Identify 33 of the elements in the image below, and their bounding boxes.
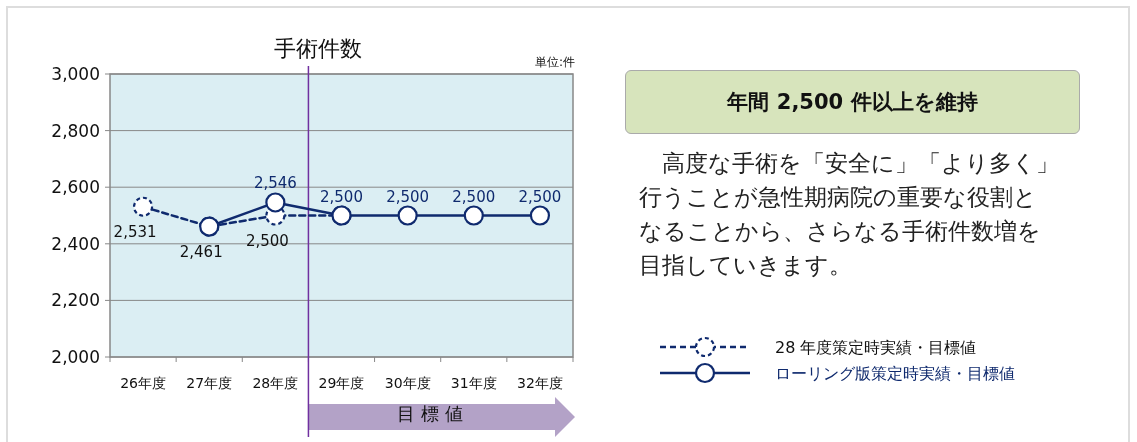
text: 単位:件: [534, 55, 575, 69]
x-tick-label: 32年度: [517, 375, 563, 391]
data-label: 2,461: [179, 242, 223, 261]
x-tick-label: 29年度: [318, 375, 365, 391]
data-label: 2,500: [386, 187, 430, 206]
text: 28 年度策定時実績・目標値: [775, 338, 977, 357]
y-tick-label: 2,000: [51, 347, 100, 367]
point: [132, 196, 154, 217]
data-label: 2,531: [113, 222, 157, 241]
x-tick-label: 26年度: [120, 375, 166, 391]
x-tick-label: 30年度: [384, 375, 431, 391]
point: [397, 205, 418, 226]
y-tick-label: 2,600: [51, 177, 100, 198]
data-label: 2,500: [518, 187, 562, 206]
y-tick-label: 2,200: [51, 290, 100, 311]
point: [463, 205, 484, 226]
x-tick-label: 31年度: [450, 375, 497, 391]
text: 年間 2,500 件以上を維持: [625, 70, 1080, 134]
text: 目 標 値: [397, 403, 463, 424]
y-tick-label: 2,800: [51, 120, 100, 141]
y-tick-label: 3,000: [51, 64, 100, 84]
point: [529, 205, 551, 226]
data-label: 2,500: [320, 187, 363, 206]
text: ローリング版策定時実績・目標値: [775, 364, 1015, 383]
data-label: 2,500: [245, 231, 289, 250]
x-tick-label: 27年度: [186, 375, 233, 391]
chart-title: 手術件数: [274, 36, 362, 61]
y-tick-label: 2,400: [51, 233, 100, 254]
data-label: 2,546: [253, 174, 297, 193]
text: 高度な手術を「安全に」「より多く」行うことが急性期病院の重要な役割となることから、さらなる手術件数増を目指していきます。: [639, 149, 1059, 280]
point: [265, 192, 286, 213]
data-label: 2,500: [452, 187, 496, 206]
x-tick-label: 28年度: [252, 375, 299, 391]
